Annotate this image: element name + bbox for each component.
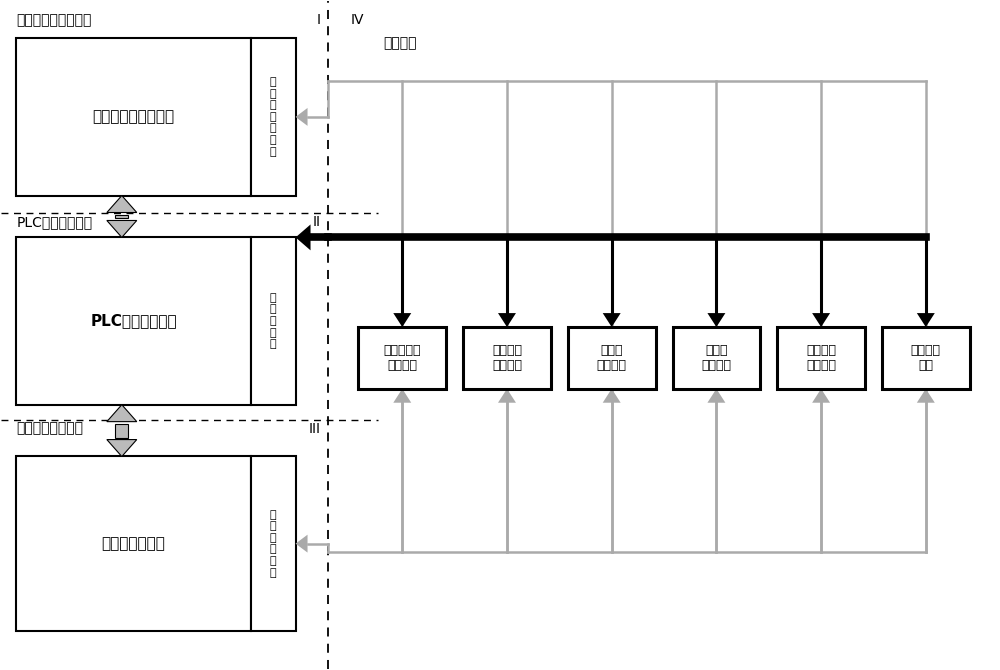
Polygon shape: [393, 313, 411, 327]
Text: 梯
形
图
逻
辑: 梯 形 图 逻 辑: [270, 293, 276, 349]
Polygon shape: [707, 389, 725, 403]
Polygon shape: [107, 220, 137, 237]
Text: III: III: [308, 421, 320, 436]
Text: I: I: [316, 13, 320, 27]
Polygon shape: [107, 196, 137, 212]
Polygon shape: [296, 108, 308, 126]
Text: 其它设备: 其它设备: [383, 36, 417, 50]
Polygon shape: [107, 440, 137, 456]
Bar: [777, 327, 865, 389]
Text: 安全警示
单元: 安全警示 单元: [911, 344, 941, 372]
Text: 软件层面逻辑联锁: 软件层面逻辑联锁: [16, 421, 83, 436]
Text: 继电器电路逻辑联锁: 继电器电路逻辑联锁: [16, 13, 92, 27]
Polygon shape: [917, 389, 935, 403]
Bar: [115, 214, 128, 218]
Polygon shape: [812, 313, 830, 327]
Bar: [568, 327, 656, 389]
Polygon shape: [107, 405, 137, 421]
Polygon shape: [296, 535, 308, 553]
Text: PLC层面逻辑联锁: PLC层面逻辑联锁: [16, 216, 92, 230]
Bar: [882, 327, 970, 389]
Text: 安全门
控制单元: 安全门 控制单元: [701, 344, 731, 372]
Text: 登顶作业卡
发放单元: 登顶作业卡 发放单元: [384, 344, 421, 372]
Bar: [673, 327, 760, 389]
Bar: [251, 456, 296, 630]
Polygon shape: [603, 313, 621, 327]
Bar: [16, 456, 251, 630]
Bar: [115, 423, 128, 438]
Polygon shape: [603, 389, 621, 403]
Text: 色灯信号
引导单元: 色灯信号 引导单元: [806, 344, 836, 372]
Bar: [358, 327, 446, 389]
Bar: [463, 327, 551, 389]
Polygon shape: [498, 389, 516, 403]
Polygon shape: [917, 313, 935, 327]
Polygon shape: [498, 313, 516, 327]
Polygon shape: [393, 389, 411, 403]
Bar: [16, 237, 251, 405]
Bar: [251, 38, 296, 196]
Text: PLC联锁控制单元: PLC联锁控制单元: [90, 314, 177, 328]
Polygon shape: [296, 224, 311, 251]
Text: 接地杆
控制单元: 接地杆 控制单元: [597, 344, 627, 372]
Polygon shape: [707, 313, 725, 327]
Text: 系
统
软
件
逻
辑: 系 统 软 件 逻 辑: [270, 510, 276, 578]
Bar: [16, 38, 251, 196]
Bar: [251, 237, 296, 405]
Text: 计算机主控系统: 计算机主控系统: [102, 536, 165, 551]
Text: II: II: [312, 216, 320, 230]
Polygon shape: [812, 389, 830, 403]
Text: 继
电
器
联
锁
电
路: 继 电 器 联 锁 电 路: [270, 77, 276, 157]
Text: 继电器组合控制单元: 继电器组合控制单元: [92, 109, 175, 125]
Text: IV: IV: [350, 13, 364, 27]
Text: 隔离开关
控制单元: 隔离开关 控制单元: [492, 344, 522, 372]
